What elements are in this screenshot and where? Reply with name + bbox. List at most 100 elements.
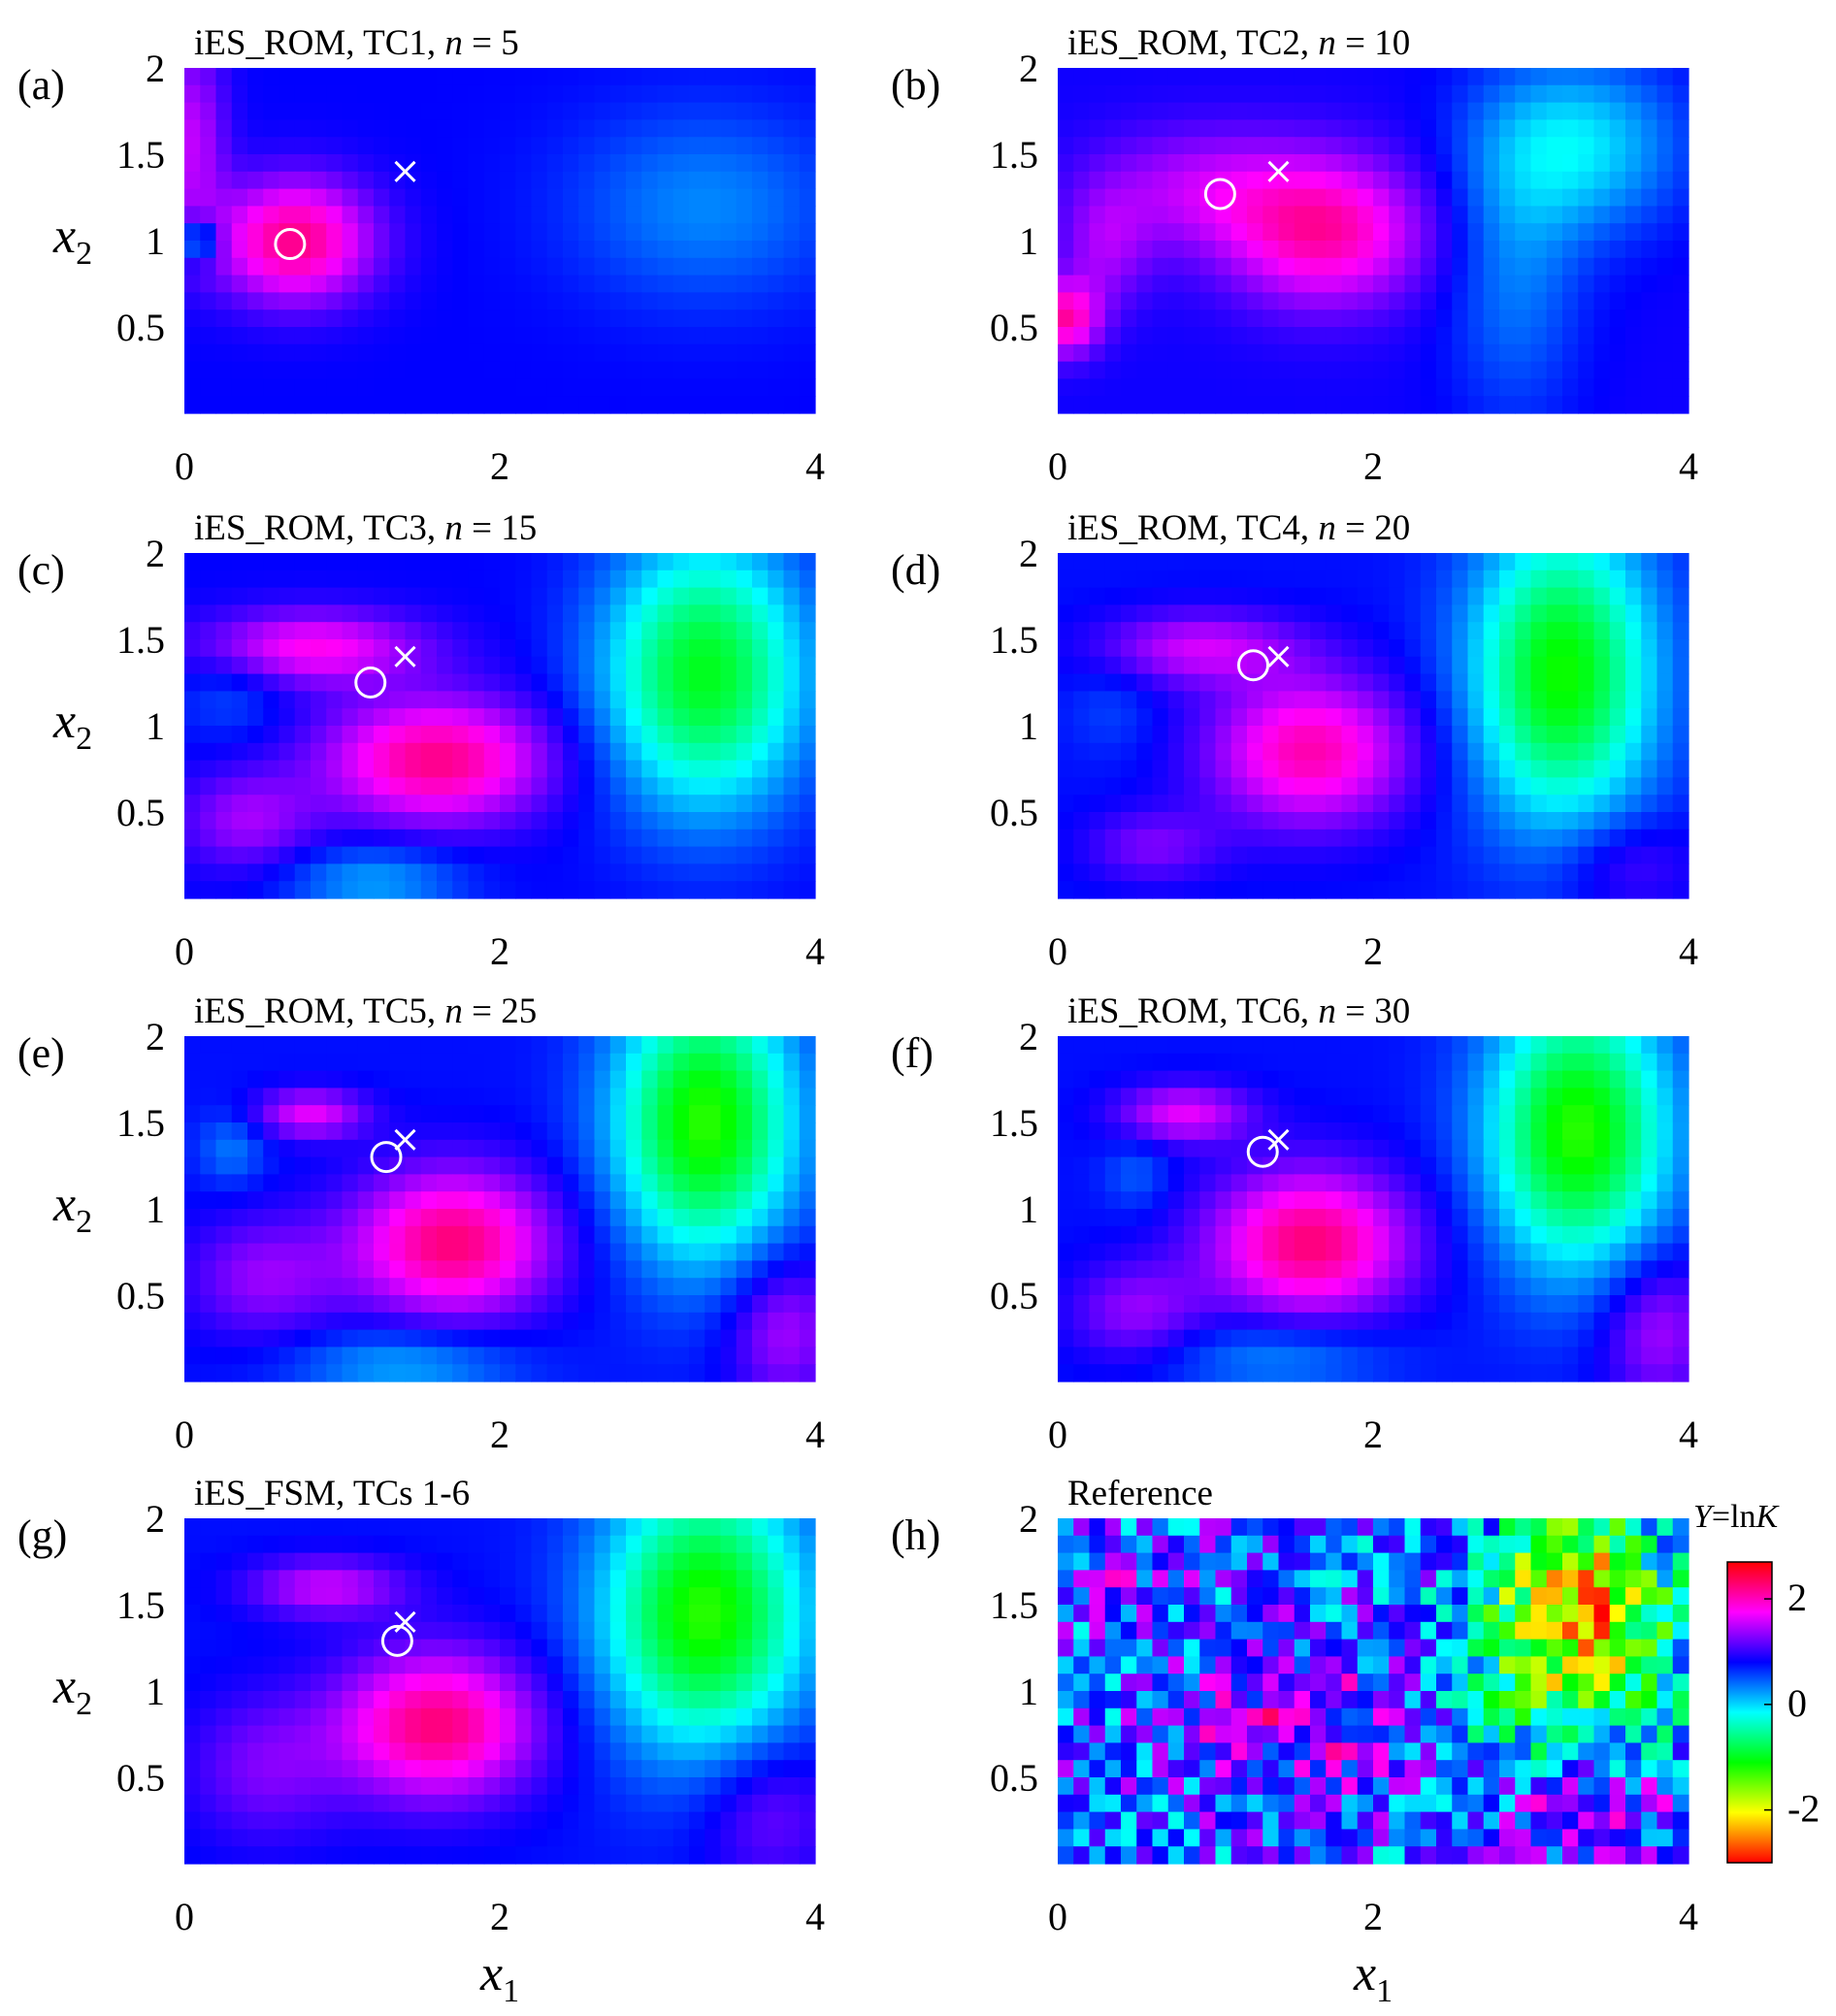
heatmap-cell <box>452 656 470 675</box>
heatmap-cell <box>1310 760 1327 778</box>
heatmap-cell <box>1247 708 1263 727</box>
heatmap-cell <box>1215 154 1232 173</box>
heatmap-cell <box>1467 241 1485 259</box>
heatmap-cell <box>247 863 264 882</box>
heatmap-cell <box>342 587 359 605</box>
heatmap-cell <box>1625 760 1642 778</box>
heatmap-cell <box>1420 1139 1437 1158</box>
heatmap-cell <box>705 726 722 744</box>
heatmap-cell <box>1262 777 1280 796</box>
heatmap-cell <box>1483 1312 1500 1331</box>
heatmap-cell <box>279 760 296 778</box>
heatmap-cell <box>1515 691 1532 709</box>
heatmap-cell <box>184 881 201 899</box>
heatmap-cell <box>531 327 548 345</box>
heatmap-cell <box>1121 812 1137 830</box>
heatmap-cell <box>1641 863 1658 882</box>
heatmap-cell <box>1215 1156 1232 1175</box>
heatmap-cell <box>531 119 548 138</box>
heatmap-cell <box>578 275 596 293</box>
heatmap-cell <box>311 795 327 813</box>
heatmap-cell <box>357 1260 375 1279</box>
heatmap-cell <box>263 569 280 589</box>
heatmap-cell <box>515 553 533 571</box>
heatmap-cell <box>1136 343 1154 363</box>
heatmap-cell <box>768 84 785 104</box>
heatmap-cell <box>1515 1036 1532 1055</box>
heatmap-cell <box>705 1329 722 1348</box>
heatmap-cell <box>389 102 407 120</box>
heatmap-cell <box>705 604 722 623</box>
heatmap-cell <box>1562 361 1579 379</box>
heatmap-cell <box>736 726 753 744</box>
heatmap-cell <box>626 257 642 276</box>
heatmap-cell <box>705 257 722 276</box>
heatmap-cell <box>374 604 390 623</box>
heatmap-cell <box>768 188 785 207</box>
heatmap-cell <box>657 171 674 190</box>
heatmap-cell <box>1247 1088 1263 1106</box>
heatmap-cell <box>1641 656 1658 675</box>
heatmap-cell <box>752 829 769 848</box>
heatmap-cell <box>420 343 438 363</box>
heatmap-cell <box>468 1070 485 1089</box>
heatmap-cell <box>468 327 485 345</box>
heatmap-cell <box>1578 102 1595 120</box>
heatmap-cell <box>231 863 248 882</box>
heatmap-cell <box>1672 292 1689 310</box>
heatmap-cell <box>799 1070 816 1089</box>
heatmap-cell <box>752 656 769 675</box>
heatmap-cell <box>1262 327 1280 345</box>
heatmap-cell <box>294 1295 311 1314</box>
heatmap-cell <box>1058 257 1074 276</box>
heatmap-cell <box>1467 1053 1485 1072</box>
x-tick-label: 4 <box>805 929 825 973</box>
heatmap-cell <box>452 1122 470 1141</box>
heatmap-cell <box>184 742 201 762</box>
heatmap-cell <box>1326 1260 1343 1279</box>
heatmap-cell <box>1530 241 1548 259</box>
heatmap-cell <box>420 1139 438 1158</box>
heatmap-cell <box>1073 673 1091 692</box>
heatmap-cell <box>1420 742 1437 762</box>
heatmap-cell <box>1420 1260 1437 1279</box>
heatmap-cell <box>768 1191 785 1210</box>
heatmap-cell <box>1184 656 1200 675</box>
heatmap-cell <box>357 777 375 796</box>
heatmap-cell <box>1104 863 1122 882</box>
heatmap-cell <box>705 812 722 830</box>
heatmap-cell <box>657 1088 674 1106</box>
heatmap-cell <box>1136 1105 1154 1123</box>
heatmap-cell <box>420 812 438 830</box>
heatmap-cell <box>1262 587 1280 605</box>
heatmap-cell <box>1294 171 1311 190</box>
heatmap-cell <box>1483 84 1500 104</box>
heatmap-cell <box>626 881 642 899</box>
heatmap-cell <box>1247 812 1263 830</box>
heatmap-cell <box>1656 119 1674 138</box>
heatmap-cell <box>1389 1347 1406 1365</box>
heatmap-cell <box>1326 378 1343 397</box>
heatmap-cell <box>1641 84 1658 104</box>
heatmap-cell <box>437 1347 453 1365</box>
heatmap-cell <box>641 1295 659 1314</box>
heatmap-cell <box>720 241 738 259</box>
heatmap-cell <box>1420 223 1437 242</box>
heatmap-cell <box>578 1088 596 1106</box>
heatmap-cell <box>705 378 722 397</box>
heatmap-cell <box>1104 1105 1122 1123</box>
heatmap-cell <box>546 760 564 778</box>
heatmap-cell <box>563 795 579 813</box>
heatmap-cell <box>389 1260 407 1279</box>
heatmap-cell <box>389 241 407 259</box>
heatmap-cell <box>1467 726 1485 744</box>
heatmap-cell <box>1530 1312 1548 1331</box>
heatmap-cell <box>263 102 280 120</box>
heatmap-cell <box>1215 1105 1232 1123</box>
heatmap-cell <box>1515 119 1532 138</box>
heatmap-cell <box>799 188 816 207</box>
heatmap-cell <box>294 154 311 173</box>
heatmap-cell <box>799 396 816 414</box>
heatmap-cell <box>531 691 548 709</box>
heatmap-cell <box>563 275 579 293</box>
